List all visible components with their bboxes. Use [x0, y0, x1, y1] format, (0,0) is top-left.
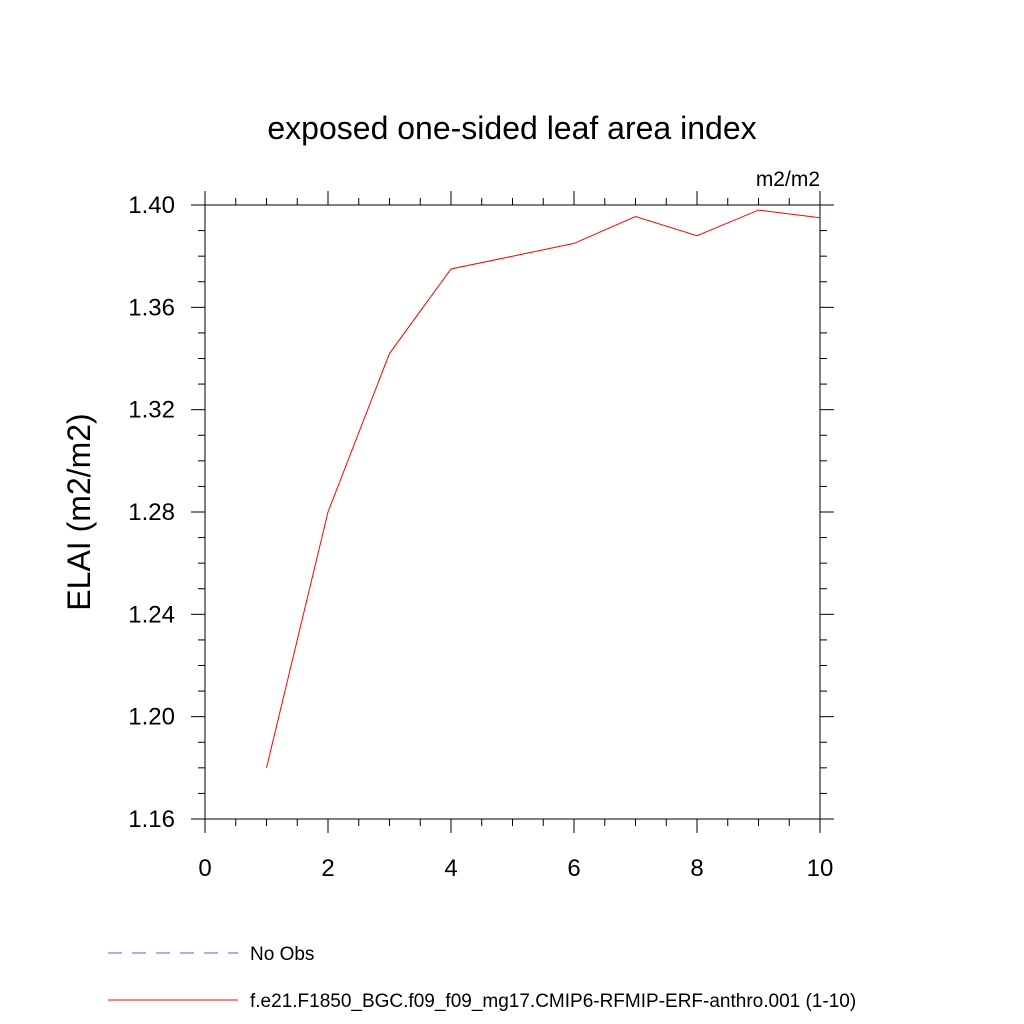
y-tick-label: 1.36 [128, 294, 175, 321]
x-tick-label: 10 [807, 855, 834, 882]
y-tick-label: 1.28 [128, 499, 175, 526]
legend-label-model: f.e21.F1850_BGC.f09_f09_mg17.CMIP6-RFMIP… [250, 991, 856, 1012]
series-line [266, 209, 821, 768]
y-tick-label: 1.24 [128, 601, 175, 628]
chart-title: exposed one-sided leaf area index [267, 110, 756, 146]
plot-frame [204, 204, 821, 820]
x-tick-label: 0 [198, 855, 211, 882]
plot-area: 0 2 4 6 8 10 1.16 1.20 1.24 1.28 1.32 1.36 1.40 [128, 191, 834, 882]
y-tick-label: 1.40 [128, 192, 175, 219]
legend-label-no-obs: No Obs [250, 944, 314, 965]
x-tick-label: 6 [567, 855, 580, 882]
y-tick-label: 1.16 [128, 806, 175, 833]
x-tick-label: 4 [444, 855, 457, 882]
y-tick-labels: 1.16 1.20 1.24 1.28 1.32 1.36 1.40 [128, 192, 175, 833]
x-tick-label: 8 [690, 855, 703, 882]
units-label: m2/m2 [756, 168, 820, 191]
y-tick-label: 1.32 [128, 397, 175, 424]
series-layer [266, 209, 821, 768]
y-tick-label: 1.20 [128, 704, 175, 731]
y-axis-label: ELAI (m2/m2) [61, 413, 97, 610]
legend: No Obs f.e21.F1850_BGC.f09_f09_mg17.CMIP… [108, 944, 856, 1012]
x-tick-labels: 0 2 4 6 8 10 [198, 855, 833, 882]
x-tick-label: 2 [321, 855, 334, 882]
axis-ticks [191, 191, 834, 833]
